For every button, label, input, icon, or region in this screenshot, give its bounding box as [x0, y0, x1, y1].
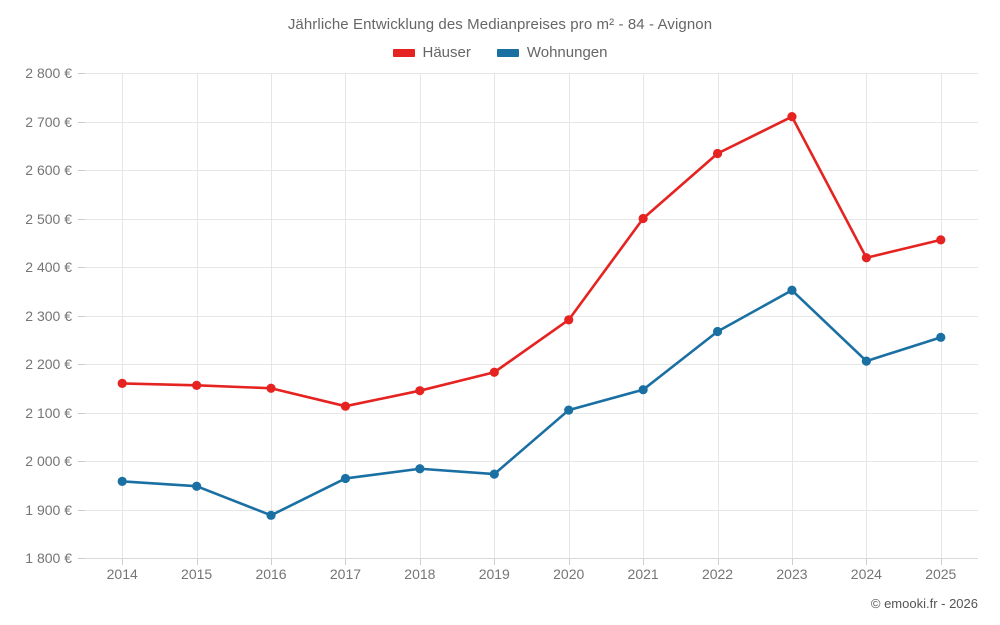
- gridline-vertical: [419, 73, 421, 558]
- x-tick-mark: [122, 558, 124, 565]
- legend-label-houses: Häuser: [422, 44, 471, 61]
- x-tick-mark: [791, 558, 793, 565]
- x-tick-mark: [717, 558, 719, 565]
- x-tick-mark: [419, 558, 421, 565]
- x-tick-label: 2021: [627, 566, 659, 582]
- footer-credit: © emooki.fr - 2026: [870, 596, 978, 611]
- x-tick-label: 2018: [404, 566, 436, 582]
- gridline-vertical: [271, 73, 273, 558]
- gridline-vertical: [791, 73, 793, 558]
- y-tick-label: 1 900 €: [25, 501, 72, 518]
- gridline-horizontal: [85, 461, 978, 462]
- gridline-horizontal: [85, 170, 978, 171]
- gridline-horizontal: [85, 364, 978, 365]
- chart-legend: Häuser Wohnungen: [0, 44, 1000, 61]
- gridline-horizontal: [85, 315, 978, 317]
- x-tick-mark: [643, 558, 645, 565]
- legend-item-houses[interactable]: Häuser: [392, 44, 471, 61]
- gridline-vertical: [494, 73, 496, 558]
- x-tick-mark: [271, 558, 273, 565]
- gridline-horizontal: [85, 267, 978, 268]
- y-tick-mark: [78, 267, 85, 268]
- x-axis-line: [85, 558, 978, 559]
- gridline-horizontal: [85, 121, 978, 123]
- y-tick-mark: [78, 558, 85, 559]
- gridline-vertical: [345, 73, 347, 558]
- gridline-vertical: [196, 73, 198, 558]
- y-tick-mark: [78, 461, 85, 462]
- gridline-vertical: [866, 73, 868, 558]
- legend-item-apartments[interactable]: Wohnungen: [496, 44, 608, 61]
- gridline-horizontal: [85, 412, 978, 414]
- x-tick-mark: [345, 558, 347, 565]
- y-tick-label: 2 000 €: [25, 453, 72, 469]
- y-tick-mark: [78, 170, 85, 171]
- y-tick-mark: [78, 509, 85, 511]
- plot-area: [85, 73, 978, 559]
- x-tick-label: 2023: [776, 566, 808, 582]
- gridline-horizontal: [85, 218, 978, 220]
- y-tick-mark: [78, 412, 85, 414]
- x-tick-mark: [196, 558, 198, 565]
- y-tick-label: 2 300 €: [25, 307, 72, 324]
- y-tick-label: 2 800 €: [25, 65, 72, 81]
- gridline-vertical: [643, 73, 645, 558]
- x-tick-label: 2015: [181, 566, 213, 582]
- y-tick-label: 2 200 €: [25, 356, 72, 372]
- y-tick-label: 2 700 €: [25, 113, 72, 130]
- gridline-vertical: [568, 73, 570, 558]
- x-tick-mark: [940, 558, 942, 565]
- x-tick-label: 2025: [925, 566, 957, 582]
- legend-label-apartments: Wohnungen: [526, 44, 608, 61]
- chart-title: Jährliche Entwicklung des Medianpreises …: [287, 16, 713, 33]
- legend-swatch-apartments: [496, 48, 519, 57]
- y-tick-label: 2 100 €: [25, 404, 72, 421]
- x-tick-mark: [866, 558, 868, 565]
- y-tick-label: 2 600 €: [25, 162, 72, 178]
- y-tick-mark: [78, 315, 85, 317]
- x-tick-label: 2014: [106, 566, 138, 582]
- y-tick-mark: [78, 364, 85, 365]
- y-tick-mark: [78, 218, 85, 220]
- x-tick-label: 2020: [553, 566, 585, 582]
- x-tick-label: 2024: [850, 566, 882, 582]
- gridline-vertical: [122, 73, 124, 558]
- gridline-horizontal: [85, 509, 978, 511]
- gridline-vertical: [717, 73, 719, 558]
- y-tick-mark: [78, 73, 85, 74]
- y-tick-mark: [78, 121, 85, 123]
- legend-swatch-houses: [392, 48, 415, 57]
- y-tick-label: 2 500 €: [25, 210, 72, 227]
- y-tick-label: 2 400 €: [25, 259, 72, 275]
- x-tick-label: 2019: [478, 566, 510, 582]
- x-tick-label: 2022: [701, 566, 734, 582]
- y-tick-label: 1 800 €: [25, 550, 72, 566]
- x-tick-label: 2016: [255, 566, 287, 582]
- gridline-horizontal: [85, 73, 978, 74]
- gridline-vertical: [940, 73, 942, 558]
- x-tick-mark: [494, 558, 496, 565]
- x-tick-mark: [568, 558, 570, 565]
- x-tick-label: 2017: [329, 566, 362, 582]
